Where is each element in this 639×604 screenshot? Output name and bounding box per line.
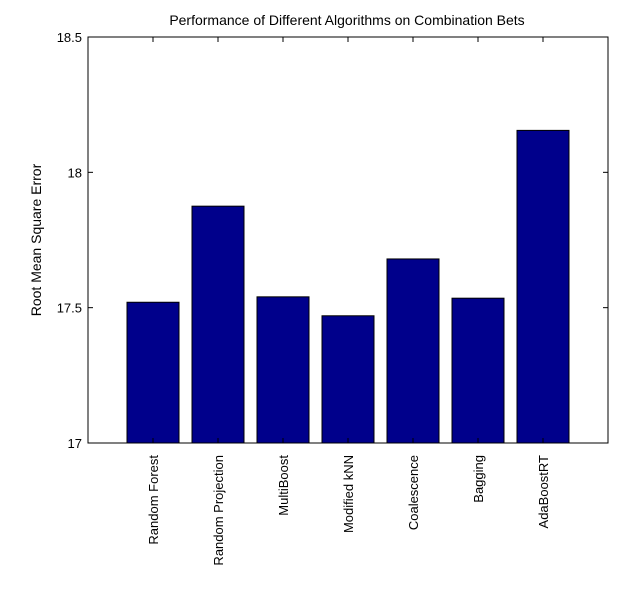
- y-tick-label: 17: [68, 436, 82, 451]
- bar-adaboostrt: [516, 129, 570, 444]
- y-axis: 17 17.5 18 18.5: [57, 30, 608, 451]
- x-axis: Random Forest Random Projection MultiBoost…: [146, 37, 551, 566]
- bar-modified-knn: [321, 315, 375, 444]
- x-tick-label: Modified kNN: [341, 455, 356, 533]
- y-tick-label: 18.5: [57, 30, 82, 45]
- y-tick-label: 17.5: [57, 301, 82, 316]
- bar-coalescence: [386, 258, 440, 444]
- bar-multiboost: [256, 296, 310, 444]
- x-tick-label: Random Forest: [146, 455, 161, 545]
- bars-group: [126, 129, 570, 444]
- chart-title: Performance of Different Algorithms on C…: [169, 12, 524, 28]
- x-tick-label: AdaBoostRT: [536, 455, 551, 529]
- x-tick-label: Coalescence: [406, 455, 421, 530]
- y-axis-label: Root Mean Square Error: [28, 163, 44, 316]
- x-tick-label: Bagging: [471, 455, 486, 503]
- bar-bagging: [451, 297, 505, 444]
- x-tick-label: MultiBoost: [276, 455, 291, 516]
- bar-random-forest: [126, 301, 180, 444]
- bar-random-projection: [191, 205, 245, 444]
- y-tick-label: 18: [68, 165, 82, 180]
- x-tick-label: Random Projection: [211, 455, 226, 566]
